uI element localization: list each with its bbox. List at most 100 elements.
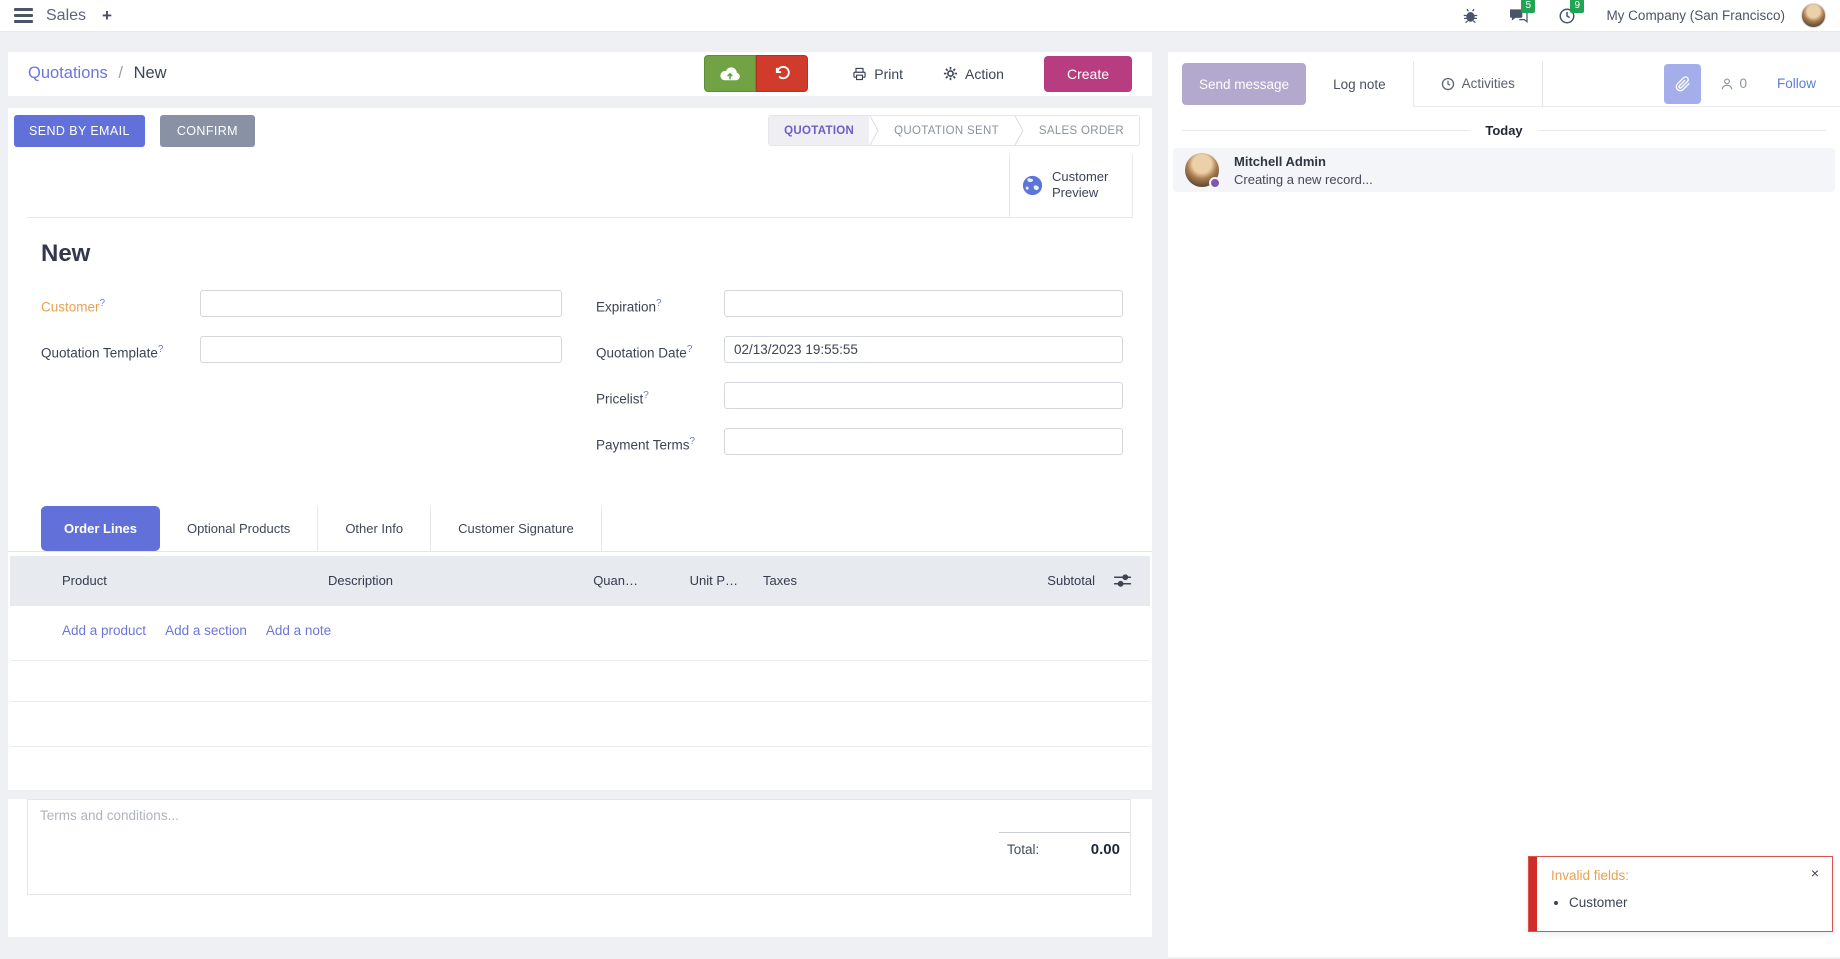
- breadcrumb-quotations-link[interactable]: Quotations: [28, 64, 108, 83]
- terms-and-conditions-input[interactable]: [40, 807, 740, 884]
- optional-columns-icon[interactable]: [1095, 573, 1150, 588]
- company-menu[interactable]: My Company (San Francisco): [1606, 8, 1785, 23]
- toast-accent-bar: [1529, 857, 1537, 931]
- attach-files-button[interactable]: [1664, 63, 1702, 104]
- confirm-button[interactable]: CONFIRM: [159, 114, 255, 147]
- presence-indicator: [1209, 177, 1221, 189]
- toast-title: Invalid fields:: [1551, 868, 1630, 883]
- terms-total-section: Total: 0.00: [27, 798, 1131, 895]
- send-message-button[interactable]: Send message: [1182, 63, 1307, 105]
- order-lines-actions: Add a product Add a section Add a note: [10, 606, 1150, 638]
- stage-quotation[interactable]: QUOTATION: [769, 116, 870, 146]
- new-tab-button[interactable]: +: [102, 5, 112, 25]
- top-navbar: Sales + 5 9 My Company (San Francisco): [0, 0, 1840, 32]
- column-subtotal: Subtotal: [1047, 573, 1095, 589]
- messages-count-badge: 5: [1521, 0, 1535, 13]
- tab-customer-signature[interactable]: Customer Signature: [431, 505, 602, 551]
- print-label: Print: [874, 65, 904, 82]
- print-button[interactable]: Print: [852, 66, 903, 82]
- add-section-link[interactable]: Add a section: [165, 622, 247, 638]
- row-divider: [10, 659, 1150, 661]
- activities-clock-icon[interactable]: 9: [1558, 0, 1584, 25]
- column-quantity: Quan…: [593, 573, 638, 589]
- rotate-left-icon: [774, 65, 791, 82]
- send-by-email-button[interactable]: SEND BY EMAIL: [14, 114, 145, 147]
- message-author: Mitchell Admin: [1234, 153, 1326, 169]
- create-button[interactable]: Create: [1043, 55, 1132, 92]
- column-description: Description: [328, 573, 394, 589]
- add-product-link[interactable]: Add a product: [62, 622, 147, 638]
- pricelist-field-label: Pricelist?: [596, 389, 649, 407]
- date-divider: Today: [1182, 123, 1826, 138]
- total-block: Total: 0.00: [999, 831, 1130, 858]
- apps-menu-icon[interactable]: [14, 8, 33, 23]
- log-note-button[interactable]: Log note: [1333, 76, 1386, 92]
- debug-bug-icon[interactable]: [1462, 7, 1479, 24]
- customer-field-label: Customer?: [41, 297, 106, 315]
- schedule-activity-button[interactable]: Activities: [1441, 76, 1515, 91]
- tab-order-lines[interactable]: Order Lines: [41, 505, 160, 551]
- chatter-panel: Send message Log note Activities: [1168, 52, 1840, 957]
- quotation-date-field-label: Quotation Date?: [596, 343, 693, 361]
- save-button[interactable]: [704, 55, 757, 93]
- tab-other-info[interactable]: Other Info: [318, 505, 432, 551]
- app-name-menu[interactable]: Sales: [46, 6, 87, 24]
- chatter-message: Mitchell Admin Creating a new record...: [1173, 148, 1835, 192]
- quotation-template-field-label: Quotation Template?: [41, 343, 164, 361]
- stage-chevron-icon: [1014, 116, 1024, 146]
- clock-icon: [1441, 77, 1455, 91]
- payment-terms-input[interactable]: [724, 427, 1123, 455]
- notebook-tabs: Order Lines Optional Products Other Info…: [8, 505, 1152, 552]
- chatter-topbar: Send message Log note Activities: [1168, 61, 1840, 107]
- column-taxes: Taxes: [763, 573, 797, 589]
- quotation-date-input[interactable]: [724, 335, 1123, 363]
- follow-button[interactable]: Follow: [1776, 76, 1816, 91]
- stage-quotation-sent[interactable]: QUOTATION SENT: [894, 124, 999, 137]
- activities-count-badge: 9: [1570, 0, 1584, 13]
- main-column: Quotations / New: [8, 52, 1152, 937]
- tab-optional-products[interactable]: Optional Products: [160, 505, 319, 551]
- help-marker: ?: [686, 343, 693, 355]
- record-title: New: [41, 239, 91, 267]
- payment-terms-field-label: Payment Terms?: [596, 435, 696, 453]
- action-label: Action: [965, 65, 1004, 82]
- sheet-gap: [8, 789, 1152, 799]
- toast-field-item: Customer: [1569, 895, 1628, 910]
- expiration-field-label: Expiration?: [596, 297, 662, 315]
- stage-sales-order[interactable]: SALES ORDER: [1038, 124, 1124, 137]
- customer-preview-label: Customer Preview: [1052, 168, 1109, 201]
- help-marker: ?: [157, 343, 164, 355]
- activities-label: Activities: [1461, 76, 1515, 91]
- quotation-template-input[interactable]: [200, 335, 562, 363]
- discard-button[interactable]: [756, 55, 809, 93]
- user-avatar[interactable]: [1801, 3, 1826, 28]
- total-label: Total:: [1007, 841, 1040, 857]
- help-marker: ?: [643, 389, 649, 401]
- messages-icon[interactable]: 5: [1509, 0, 1535, 24]
- message-body: Creating a new record...: [1234, 171, 1373, 187]
- help-marker: ?: [99, 297, 106, 309]
- total-value: 0.00: [1090, 840, 1120, 858]
- page-layout: Quotations / New: [0, 32, 1840, 957]
- row-divider: [10, 745, 1150, 747]
- statusbar: SEND BY EMAIL CONFIRM QUOTATION QUOTATIO…: [8, 108, 1152, 154]
- column-product: Product: [62, 573, 107, 589]
- globe-icon: [1022, 175, 1043, 196]
- customer-preview-button[interactable]: Customer Preview: [1009, 153, 1133, 217]
- expiration-input[interactable]: [724, 289, 1123, 317]
- stage-pipeline: QUOTATION QUOTATION SENT SALES ORDER: [768, 115, 1140, 147]
- followers-button[interactable]: 0: [1720, 76, 1747, 91]
- vertical-divider: [1412, 61, 1414, 106]
- toast-close-icon[interactable]: ×: [1810, 865, 1819, 881]
- customer-input[interactable]: [200, 289, 562, 317]
- action-button[interactable]: Action: [943, 66, 1004, 82]
- pricelist-input[interactable]: [724, 381, 1123, 409]
- add-note-link[interactable]: Add a note: [265, 622, 332, 638]
- toast-field-list: Customer: [1569, 895, 1628, 910]
- stage-chevron-icon: [869, 116, 879, 146]
- chatter-topbar-right: Activities: [1412, 61, 1840, 107]
- printer-icon: [852, 67, 867, 81]
- row-divider: [10, 700, 1150, 702]
- sheet-button-box: Customer Preview: [27, 153, 1133, 218]
- save-discard-group: [704, 55, 809, 93]
